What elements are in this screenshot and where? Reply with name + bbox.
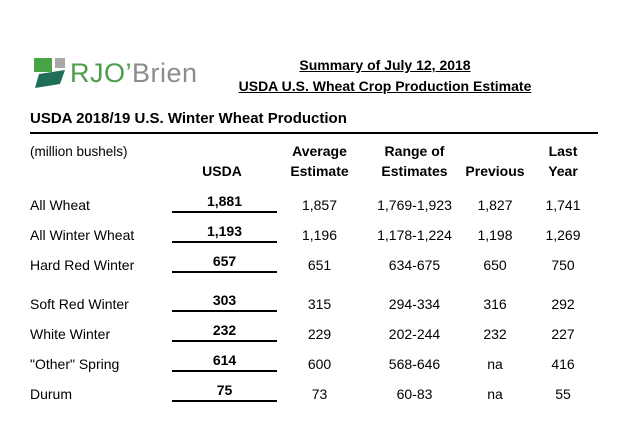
previous-value: na: [487, 356, 503, 372]
average-estimate-value: 600: [307, 356, 332, 372]
logo-text-brien: Brien: [132, 58, 198, 88]
usda-value: 1,193: [172, 223, 277, 243]
previous-value: 316: [483, 296, 507, 312]
usda-value: 1,881: [172, 193, 277, 213]
table-row: All Wheat 1,881 1,857 1,769-1,923 1,827 …: [30, 179, 598, 215]
range-of-estimates-value: 294-334: [388, 296, 441, 312]
usda-value: 75: [172, 382, 277, 402]
row-label: Hard Red Winter: [30, 257, 135, 273]
last-year-value: 1,741: [545, 197, 581, 213]
average-estimate-value: 1,857: [301, 197, 338, 213]
range-of-estimates-value: 1,769-1,923: [377, 197, 452, 213]
logo: RJO’Brien: [34, 56, 198, 90]
row-label: "Other" Spring: [30, 356, 120, 372]
title-divider: [30, 132, 598, 134]
table-row: "Other" Spring 614 600 568-646 na 416: [30, 344, 598, 374]
table-title: USDA 2018/19 U.S. Winter Wheat Productio…: [30, 110, 347, 127]
range-of-estimates-value: 568-646: [388, 356, 441, 372]
column-header-average-top: Average: [292, 143, 347, 159]
column-header-previous: Previous: [465, 163, 525, 179]
average-estimate-value: 315: [307, 296, 332, 312]
table-row: Durum 75 73 60-83 na 55: [30, 374, 598, 404]
column-header-last-top: Last: [548, 143, 578, 159]
usda-value: 657: [172, 253, 277, 273]
column-header-last-bottom: Year: [548, 163, 578, 179]
last-year-value: 292: [551, 296, 575, 312]
document-header: Summary of July 12, 2018 USDA U.S. Wheat…: [226, 55, 544, 97]
row-label: White Winter: [30, 326, 111, 342]
previous-value: na: [487, 386, 503, 402]
production-table: (million bushels) Average Range of Last …: [30, 138, 598, 404]
range-of-estimates-value: 1,178-1,224: [377, 227, 452, 243]
range-of-estimates-value: 202-244: [388, 326, 441, 342]
usda-value: 614: [172, 352, 277, 372]
average-estimate-value: 229: [307, 326, 332, 342]
header-summary-line: Summary of July 12, 2018: [299, 57, 471, 73]
row-label: Soft Red Winter: [30, 296, 129, 312]
previous-value: 1,827: [477, 197, 513, 213]
table-body: All Wheat 1,881 1,857 1,769-1,923 1,827 …: [30, 179, 598, 404]
table-row: All Winter Wheat 1,193 1,196 1,178-1,224…: [30, 215, 598, 245]
last-year-value: 416: [551, 356, 575, 372]
last-year-value: 1,269: [545, 227, 581, 243]
average-estimate-value: 73: [311, 386, 328, 402]
previous-value: 650: [483, 257, 507, 273]
header-estimate-line: USDA U.S. Wheat Crop Production Estimate: [238, 78, 532, 94]
row-label: All Winter Wheat: [30, 227, 135, 243]
column-header-range-bottom: Estimates: [381, 163, 448, 179]
table-row: Hard Red Winter 657 651 634-675 650 750: [30, 245, 598, 275]
usda-value: 303: [172, 292, 277, 312]
column-header-usda: USDA: [202, 163, 242, 179]
table-row: Soft Red Winter 303 315 294-334 316 292: [30, 275, 598, 314]
logo-text-rjo: RJO’: [70, 58, 132, 88]
table-row: White Winter 232 229 202-244 232 227: [30, 314, 598, 344]
range-of-estimates-value: 634-675: [388, 257, 441, 273]
range-of-estimates-value: 60-83: [396, 386, 433, 402]
unit-note: (million bushels): [30, 144, 128, 159]
column-header-average-bottom: Estimate: [290, 163, 349, 179]
logo-icon: [34, 57, 66, 90]
average-estimate-value: 651: [307, 257, 332, 273]
column-header-range-top: Range of: [384, 143, 445, 159]
previous-value: 1,198: [477, 227, 513, 243]
average-estimate-value: 1,196: [301, 227, 338, 243]
logo-text: RJO’Brien: [70, 56, 198, 90]
row-label: All Wheat: [30, 197, 90, 213]
last-year-value: 750: [551, 257, 575, 273]
last-year-value: 55: [555, 386, 571, 402]
last-year-value: 227: [551, 326, 575, 342]
previous-value: 232: [483, 326, 507, 342]
usda-value: 232: [172, 322, 277, 342]
row-label: Durum: [30, 386, 73, 402]
